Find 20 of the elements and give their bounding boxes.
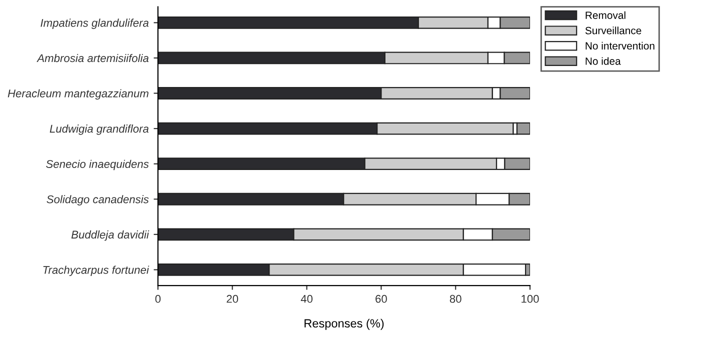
y-tick-label: Solidago canadensis [46, 195, 149, 206]
x-tick-label: 40 [300, 294, 313, 303]
x-tick-label: 60 [376, 294, 387, 303]
y-tick-label: Heracleum mantegazzianum [8, 89, 148, 100]
legend-label: No idea [586, 57, 621, 65]
x-axis-title: Responses (%) [304, 318, 384, 330]
x-tick-label: 20 [226, 294, 238, 303]
x-tick-label: 100 [522, 294, 539, 303]
x-tick-label: 80 [450, 294, 462, 303]
legend-label: No intervention [586, 42, 654, 50]
legend-label: Removal [586, 11, 626, 19]
x-tick-label: 0 [155, 294, 161, 303]
bar [516, 122, 530, 135]
y-tick-label: Ambrosia artemisiifolia [36, 54, 149, 62]
y-tick-label: Trachycarpus fortunei [43, 266, 150, 276]
y-tick-label: Impatiens glandulifera [40, 18, 149, 30]
y-tick-label: Buddleja davidii [71, 230, 150, 241]
y-tick-label: Ludwigia grandiflora [50, 124, 149, 135]
y-tick-label: Senecio inaequidens [46, 160, 149, 170]
legend-label: Surveillance [585, 26, 642, 34]
